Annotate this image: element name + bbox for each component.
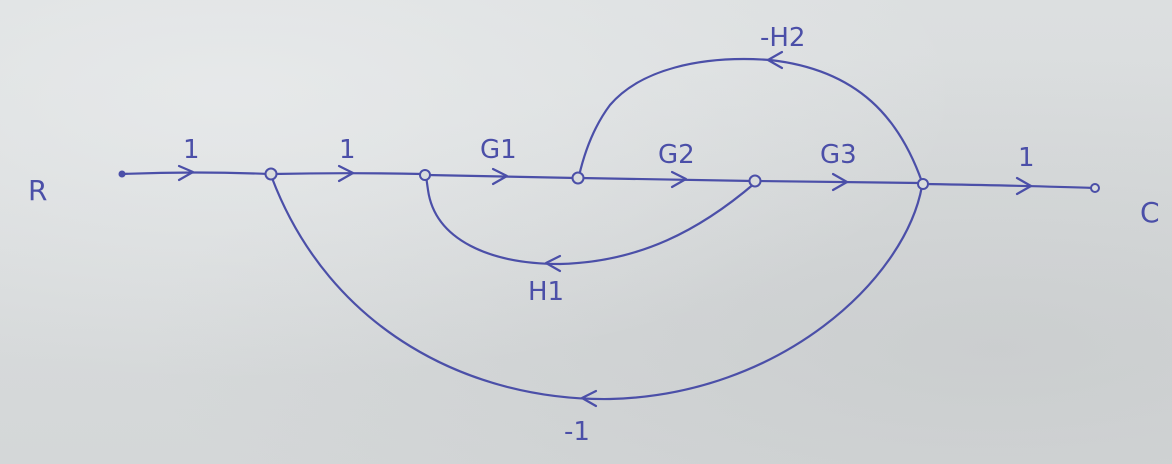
branch-g3 bbox=[755, 179, 922, 185]
input-label: R bbox=[28, 174, 47, 207]
arrow-icon bbox=[491, 167, 509, 186]
branch-g2 bbox=[578, 176, 755, 183]
arrow-icon bbox=[766, 50, 784, 70]
arrow-icon bbox=[831, 172, 849, 192]
gain-label-g1: G1 bbox=[480, 135, 517, 165]
gain-label-g3: G3 bbox=[820, 140, 857, 170]
arrow-icon bbox=[580, 389, 598, 408]
branch-unity-feedback bbox=[270, 176, 924, 401]
gain-label-h1: H1 bbox=[528, 277, 564, 307]
node-n5 bbox=[917, 178, 929, 190]
gain-label-unity-feedback: -1 bbox=[564, 417, 590, 447]
branch-n5-to-c bbox=[924, 182, 1096, 190]
node-n1 bbox=[264, 167, 278, 181]
node-c bbox=[1090, 183, 1100, 193]
gain-label-n5-c: 1 bbox=[1018, 143, 1035, 173]
arrow-icon bbox=[544, 254, 562, 273]
gain-label-n1-n2: 1 bbox=[339, 135, 356, 165]
gain-label-g2: G2 bbox=[658, 140, 695, 170]
node-r bbox=[118, 170, 126, 178]
node-n2 bbox=[419, 169, 431, 181]
branch-h1 bbox=[424, 174, 757, 266]
node-n4 bbox=[748, 174, 762, 188]
branch-n1-to-n2 bbox=[271, 172, 425, 176]
branch-r-to-n1 bbox=[120, 171, 271, 176]
branch-h2 bbox=[577, 57, 924, 184]
gain-label-r-n1: 1 bbox=[183, 135, 200, 165]
output-label: C bbox=[1140, 196, 1160, 229]
arrow-icon bbox=[670, 170, 688, 189]
arrow-icon bbox=[1015, 176, 1033, 196]
arrow-icon bbox=[337, 164, 355, 183]
arrow-icon bbox=[177, 164, 195, 182]
node-n3 bbox=[571, 171, 585, 185]
branch-g1 bbox=[425, 173, 578, 180]
gain-label-h2: -H2 bbox=[760, 23, 805, 53]
